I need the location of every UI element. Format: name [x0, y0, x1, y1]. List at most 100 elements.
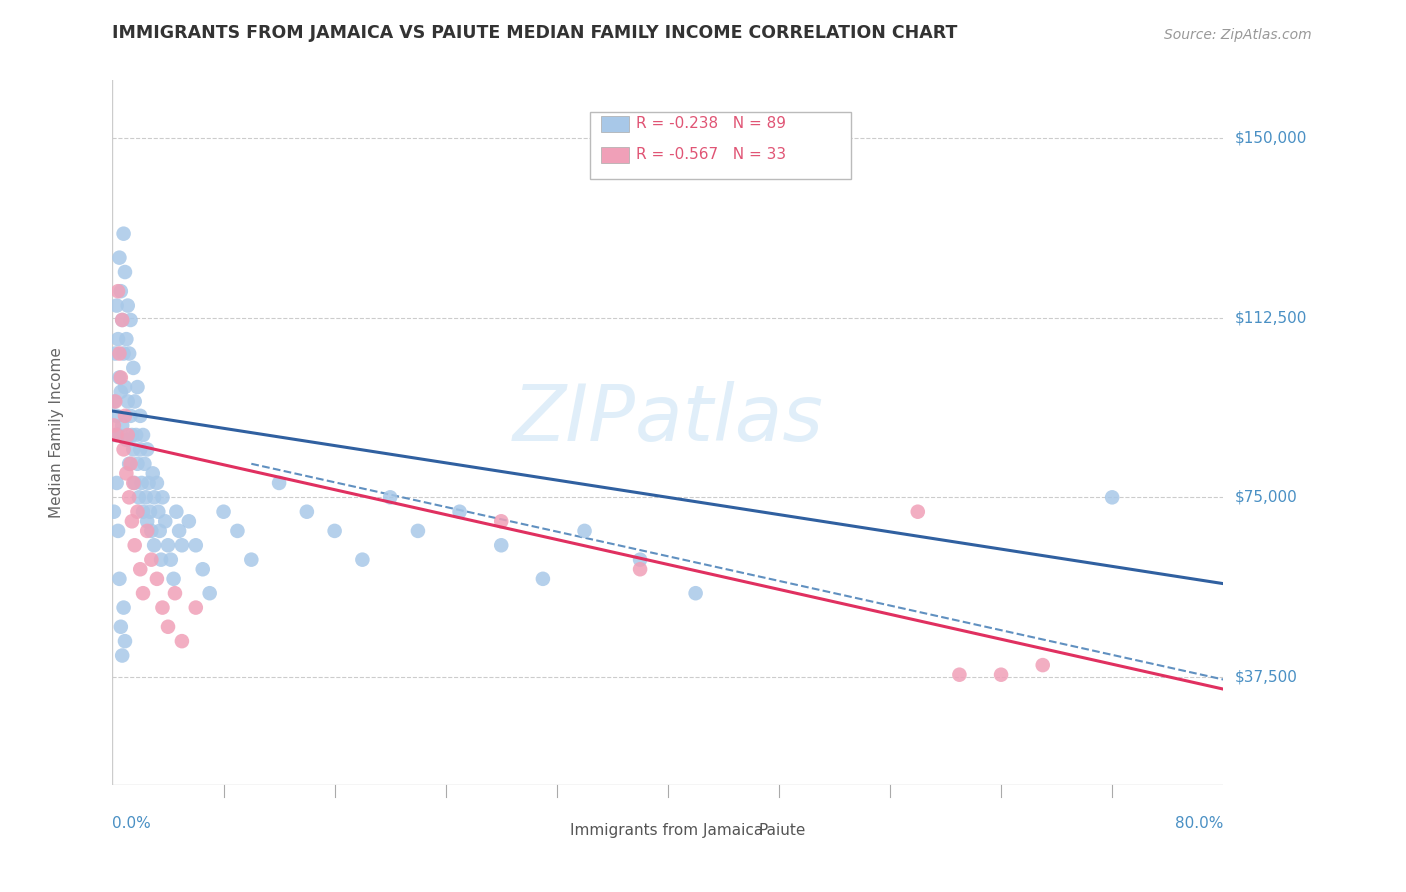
Point [105, 409, 128, 423]
Point [111, 313, 134, 327]
Text: R = -0.238   N = 89: R = -0.238 N = 89 [636, 117, 786, 131]
Point [165, 505, 187, 519]
Text: Immigrants from Jamaica: Immigrants from Jamaica [569, 822, 763, 838]
FancyBboxPatch shape [602, 147, 628, 162]
Point [146, 475, 169, 490]
Point [177, 514, 200, 528]
Point [148, 505, 170, 519]
Point [491, 538, 513, 552]
Point [108, 251, 131, 265]
Point [110, 370, 132, 384]
Text: ZIPatlas: ZIPatlas [512, 381, 824, 457]
Point [240, 552, 263, 566]
Point [105, 475, 128, 490]
Point [491, 514, 513, 528]
Point [112, 227, 135, 241]
Point [574, 524, 596, 538]
Point [990, 667, 1012, 681]
Text: $37,500: $37,500 [1234, 670, 1298, 684]
Point [159, 552, 181, 566]
Point [120, 457, 142, 471]
Point [117, 428, 139, 442]
Point [136, 514, 159, 528]
FancyBboxPatch shape [540, 822, 565, 838]
Point [129, 442, 152, 457]
Point [184, 600, 207, 615]
Point [118, 346, 141, 360]
Point [112, 600, 135, 615]
Point [112, 346, 135, 360]
Point [352, 552, 374, 566]
Point [132, 428, 155, 442]
Point [107, 524, 129, 538]
Text: Paiute: Paiute [759, 822, 806, 838]
Point [323, 524, 346, 538]
Point [129, 409, 152, 423]
Point [121, 428, 143, 442]
Point [114, 634, 136, 648]
Point [132, 505, 155, 519]
Point [295, 505, 318, 519]
Point [170, 634, 193, 648]
Point [449, 505, 471, 519]
Point [127, 505, 149, 519]
Point [380, 491, 402, 505]
Point [118, 491, 141, 505]
Point [110, 284, 132, 298]
Point [170, 538, 193, 552]
Text: Source: ZipAtlas.com: Source: ZipAtlas.com [1164, 28, 1312, 42]
Point [104, 346, 127, 360]
Point [112, 442, 135, 457]
Point [111, 418, 134, 433]
Point [139, 505, 162, 519]
Point [124, 475, 146, 490]
Point [136, 524, 159, 538]
Point [143, 538, 166, 552]
Point [267, 475, 291, 490]
Point [628, 552, 651, 566]
Point [110, 620, 132, 634]
Point [1032, 658, 1054, 673]
Text: $112,500: $112,500 [1234, 310, 1306, 325]
Point [157, 538, 180, 552]
Point [124, 538, 146, 552]
Point [127, 457, 149, 471]
Point [628, 562, 651, 576]
Point [114, 380, 136, 394]
Point [134, 457, 156, 471]
Point [212, 505, 235, 519]
Point [107, 332, 129, 346]
Text: Median Family Income: Median Family Income [49, 347, 65, 518]
Point [163, 586, 186, 600]
FancyBboxPatch shape [728, 822, 754, 838]
Point [128, 491, 150, 505]
Point [907, 505, 929, 519]
Point [120, 409, 142, 423]
Point [104, 394, 127, 409]
Point [115, 433, 138, 447]
Point [108, 370, 131, 384]
Point [152, 491, 174, 505]
Point [107, 284, 129, 298]
Point [948, 667, 970, 681]
Point [115, 332, 138, 346]
Point [149, 524, 172, 538]
Point [122, 360, 145, 375]
Point [129, 562, 152, 576]
Text: IMMIGRANTS FROM JAMAICA VS PAIUTE MEDIAN FAMILY INCOME CORRELATION CHART: IMMIGRANTS FROM JAMAICA VS PAIUTE MEDIAN… [112, 23, 957, 42]
Point [117, 394, 139, 409]
Text: 0.0%: 0.0% [112, 815, 152, 830]
Point [184, 538, 207, 552]
Point [138, 475, 160, 490]
Point [150, 552, 173, 566]
Point [105, 428, 128, 442]
Point [108, 572, 131, 586]
Point [143, 491, 166, 505]
Point [103, 394, 125, 409]
Point [111, 648, 134, 663]
Point [118, 457, 141, 471]
Text: R = -0.567   N = 33: R = -0.567 N = 33 [636, 147, 786, 162]
Point [198, 586, 221, 600]
Point [121, 514, 143, 528]
Point [103, 505, 125, 519]
